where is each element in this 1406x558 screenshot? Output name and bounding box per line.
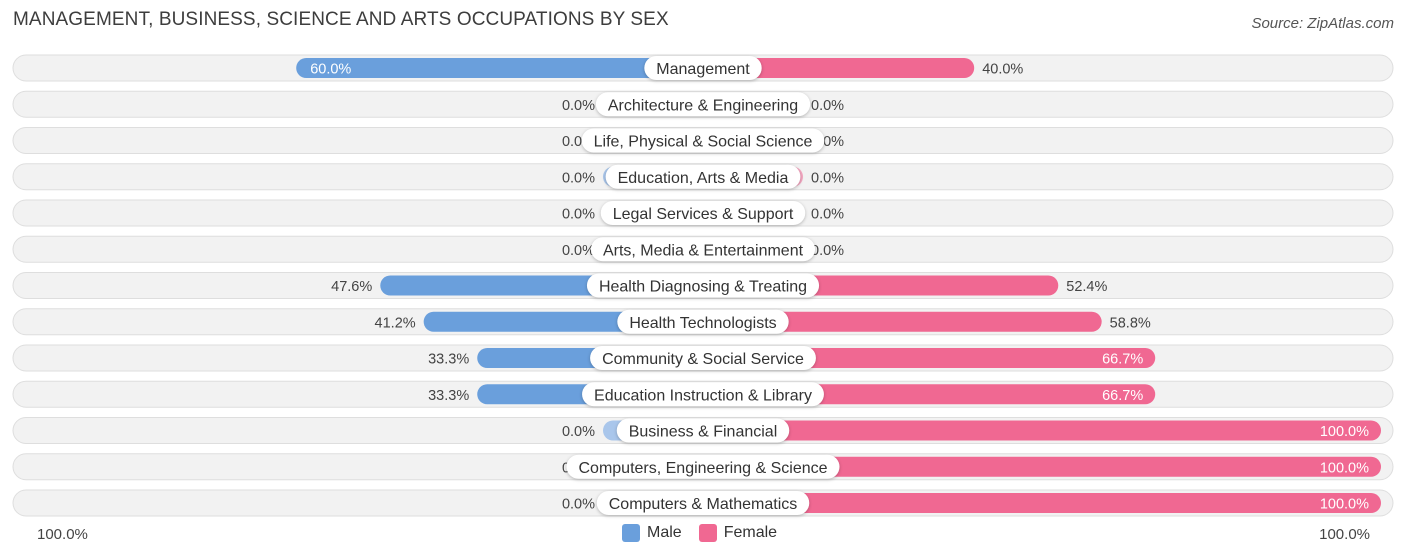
bar-male-management <box>296 58 703 78</box>
category-pill-computers-engineering-science <box>566 454 840 479</box>
chart-title: MANAGEMENT, BUSINESS, SCIENCE AND ARTS O… <box>13 9 669 30</box>
value-label-female-legal-services-support: 0.0% <box>811 207 844 223</box>
category-pill-architecture-engineering <box>595 92 811 117</box>
value-label-male-health-diagnosing-treating: 47.6% <box>331 279 372 295</box>
bar-female-community-social-service <box>703 348 1156 368</box>
category-label-legal-services-support: Legal Services & Support <box>613 206 794 223</box>
category-label-education-arts-media: Education, Arts & Media <box>618 170 789 187</box>
category-pill-management <box>644 56 762 80</box>
source-label: Source: ZipAtlas.com <box>1251 15 1394 32</box>
category-label-health-technologists: Health Technologists <box>629 315 776 332</box>
value-label-male-education-instruction-library: 33.3% <box>428 388 469 404</box>
category-label-business-financial: Business & Financial <box>629 424 778 441</box>
value-label-female-education-instruction-library: 66.7% <box>1102 388 1143 404</box>
category-pill-computers-mathematics <box>596 491 810 515</box>
category-pill-business-financial <box>616 418 790 443</box>
category-label-management: Management <box>656 61 750 78</box>
category-label-arts-media-entertainment: Arts, Media & Entertainment <box>603 242 804 259</box>
legend-swatch-male <box>622 524 640 542</box>
value-label-male-computers-mathematics: 0.0% <box>562 497 595 513</box>
value-label-female-community-social-service: 66.7% <box>1102 352 1143 368</box>
category-label-education-instruction-library: Education Instruction & Library <box>594 387 812 404</box>
category-label-computers-mathematics: Computers & Mathematics <box>609 496 798 513</box>
bar-female-management <box>703 58 975 78</box>
value-label-female-health-diagnosing-treating: 52.4% <box>1066 279 1107 295</box>
category-label-community-social-service: Community & Social Service <box>602 351 804 368</box>
bar-female-business-financial <box>703 420 1381 441</box>
legend-item-male: Male <box>622 524 682 542</box>
value-label-male-architecture-engineering: 0.0% <box>562 98 595 114</box>
value-label-male-legal-services-support: 0.0% <box>562 207 595 223</box>
legend-label-male: Male <box>647 524 682 541</box>
value-label-female-health-technologists: 58.8% <box>1110 315 1151 331</box>
value-label-female-arts-media-entertainment: 0.0% <box>811 243 844 259</box>
legend: Male Female <box>622 524 794 542</box>
chart-area: 60.0% 40.0% Management 0.0% 0.0% Architecture… <box>12 54 1394 517</box>
legend-item-female: Female <box>698 524 778 542</box>
value-label-female-business-financial: 100.0% <box>1320 424 1369 440</box>
category-pill-education-instruction-library <box>582 382 824 407</box>
category-pill-health-technologists <box>617 309 789 334</box>
category-label-life-physical-social-science: Life, Physical & Social Science <box>594 134 813 151</box>
value-label-female-computers-engineering-science: 100.0% <box>1320 460 1369 476</box>
value-label-male-management: 60.0% <box>310 62 351 78</box>
value-label-female-management: 40.0% <box>982 62 1023 78</box>
legend-label-female: Female <box>723 524 778 541</box>
value-label-male-business-financial: 0.0% <box>562 424 595 440</box>
axis-left-label: 100.0% <box>37 526 88 543</box>
value-label-male-community-social-service: 33.3% <box>428 352 469 368</box>
bar-female-computers-engineering-science <box>703 456 1381 477</box>
category-pill-health-diagnosing-treating <box>586 273 820 298</box>
value-label-female-computers-mathematics: 100.0% <box>1320 497 1369 513</box>
category-pill-legal-services-support <box>600 201 806 225</box>
value-label-male-arts-media-entertainment: 0.0% <box>562 243 595 259</box>
value-label-male-health-technologists: 41.2% <box>375 315 416 331</box>
category-pill-education-arts-media <box>605 164 801 189</box>
bar-female-health-technologists <box>703 311 1102 332</box>
category-label-architecture-engineering: Architecture & Engineering <box>608 97 798 114</box>
category-pill-arts-media-entertainment <box>590 237 816 262</box>
axis-right-label: 100.0% <box>1319 526 1370 543</box>
category-label-computers-engineering-science: Computers, Engineering & Science <box>578 460 827 477</box>
category-label-health-diagnosing-treating: Health Diagnosing & Treating <box>599 279 807 296</box>
category-pill-life-physical-social-science <box>581 128 825 153</box>
value-label-female-education-arts-media: 0.0% <box>811 170 844 186</box>
category-pill-community-social-service <box>590 346 816 370</box>
value-label-male-education-arts-media: 0.0% <box>562 170 595 186</box>
bar-female-computers-mathematics <box>703 493 1381 513</box>
value-label-female-architecture-engineering: 0.0% <box>811 98 844 114</box>
legend-swatch-female <box>698 524 717 542</box>
